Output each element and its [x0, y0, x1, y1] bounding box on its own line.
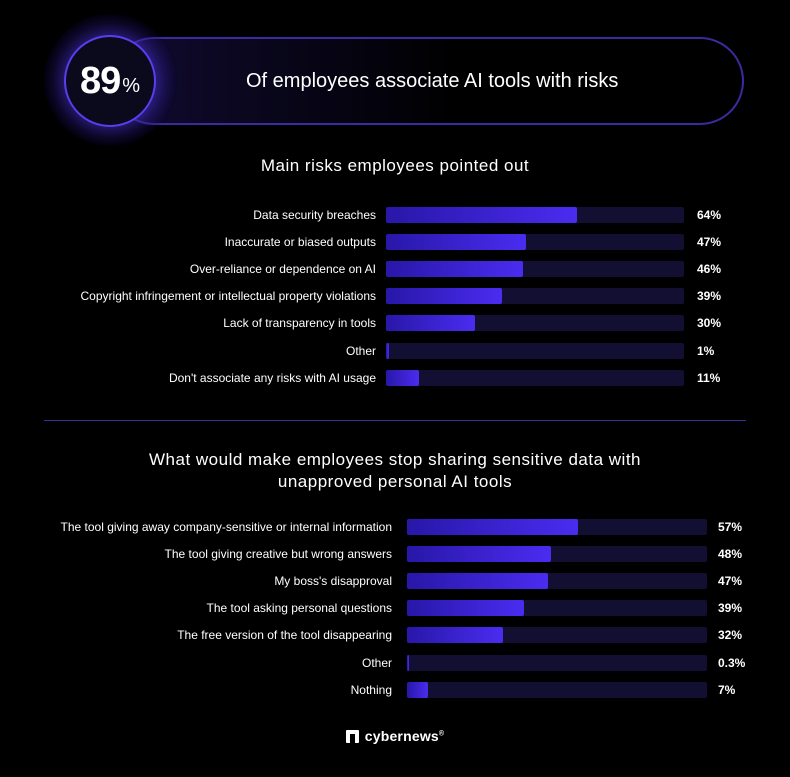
section-divider	[44, 420, 746, 421]
bar-value-label: 7%	[718, 682, 736, 697]
cybernews-logo-icon	[345, 729, 359, 743]
bar-label: Copyright infringement or intellectual p…	[80, 289, 376, 304]
chart-1-row: Other 1%	[0, 342, 790, 360]
bar-track	[386, 234, 684, 251]
bar-value-label: 39%	[697, 289, 722, 304]
bar	[386, 315, 476, 332]
bar-track	[386, 261, 684, 278]
bar-value-label: 46%	[697, 262, 722, 277]
bar-value-label: 11%	[697, 370, 721, 385]
bar-value-label: 64%	[697, 208, 722, 222]
bar-track	[386, 342, 684, 359]
bar-value-label: 30%	[697, 316, 722, 331]
hero-value: 89	[79, 59, 121, 102]
chart-1-row: Don't associate any risks with AI usage 1…	[0, 369, 790, 387]
bar	[386, 261, 524, 278]
bar-value-label: 32%	[718, 628, 743, 643]
bar-label: The tool asking personal questions	[206, 601, 392, 616]
bar-track	[386, 315, 684, 332]
bar-label: Other	[361, 655, 392, 670]
brand-logo: cybernews®	[0, 728, 790, 744]
chart-1-row: Copyright infringement or intellectual p…	[0, 287, 790, 305]
chart-2-row: The tool giving creative but wrong answe…	[0, 545, 790, 563]
bar-label: Over-reliance or dependence on AI	[189, 262, 376, 277]
bar-value-label: 48%	[718, 547, 743, 562]
bar-label: Lack of transparency in tools	[223, 316, 376, 331]
chart-1-row: Inaccurate or biased outputs 47%	[0, 233, 790, 251]
bar	[407, 573, 548, 590]
bar-value-label: 47%	[718, 574, 743, 589]
bar-track	[407, 546, 707, 563]
bar-label: Nothing	[350, 682, 392, 697]
chart-2-row: Nothing 7%	[0, 681, 790, 699]
bar-track	[407, 519, 707, 535]
bar	[386, 369, 419, 386]
bar	[407, 654, 409, 671]
bar	[386, 207, 577, 223]
bar	[386, 342, 389, 359]
bar	[407, 681, 428, 698]
chart-2-row: Other 0.3%	[0, 654, 790, 672]
hero-text: Of employees associate AI tools with ris…	[246, 70, 619, 92]
bar-label: The tool giving creative but wrong answe…	[164, 547, 392, 562]
bar-label: My boss's disapproval	[274, 574, 392, 589]
bar-track	[407, 600, 707, 617]
bar-value-label: 1%	[697, 343, 715, 358]
bar-track	[386, 207, 684, 223]
bar-value-label: 0.3%	[718, 655, 746, 670]
bar	[407, 627, 503, 644]
chart-2-row: My boss's disapproval 47%	[0, 572, 790, 590]
bar-value-label: 39%	[718, 601, 743, 616]
bar-track	[386, 288, 684, 305]
chart-1-row: Over-reliance or dependence on AI 46%	[0, 260, 790, 278]
chart-1-row: Data security breaches 64%	[0, 206, 790, 224]
bar-track	[407, 573, 707, 590]
bar	[407, 600, 524, 617]
hero-unit: %	[122, 74, 141, 97]
brand-name: cybernews	[364, 728, 439, 744]
bar	[386, 234, 527, 251]
bar-label: The free version of the tool disappearin…	[177, 628, 392, 643]
bar-value-label: 57%	[718, 520, 743, 534]
bar-label: Other	[345, 343, 376, 358]
bar-track	[407, 627, 707, 644]
bar-track	[407, 654, 707, 671]
hero-banner	[110, 37, 744, 125]
bar-label: Don't associate any risks with AI usage	[168, 370, 376, 385]
bar-track	[407, 681, 707, 698]
chart-2-row: The tool asking personal questions 39%	[0, 599, 790, 617]
bar-value-label: 47%	[697, 235, 722, 250]
bar	[407, 546, 551, 563]
bar	[386, 288, 503, 305]
brand-registered-mark: ®	[438, 730, 445, 738]
bar	[407, 519, 578, 535]
bar-label: Inaccurate or biased outputs	[224, 235, 376, 250]
bar-track	[386, 369, 684, 386]
bar-label: The tool giving away company-sensitive o…	[60, 520, 393, 534]
chart-1-row: Lack of transparency in tools 30%	[0, 314, 790, 332]
chart-2-row: The free version of the tool disappearin…	[0, 626, 790, 644]
chart-2-row: The tool giving away company-sensitive o…	[0, 518, 790, 536]
hero-stat-circle: 89 %	[64, 35, 156, 127]
chart-2-title: What would make employees stop sharing s…	[148, 450, 641, 491]
chart-1-title: Main risks employees pointed out	[260, 156, 530, 175]
bar-label: Data security breaches	[253, 208, 376, 222]
